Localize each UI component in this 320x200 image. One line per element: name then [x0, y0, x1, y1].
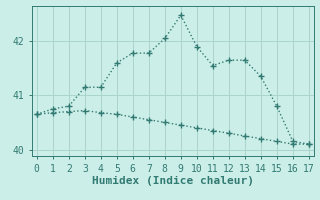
X-axis label: Humidex (Indice chaleur): Humidex (Indice chaleur): [92, 176, 254, 186]
